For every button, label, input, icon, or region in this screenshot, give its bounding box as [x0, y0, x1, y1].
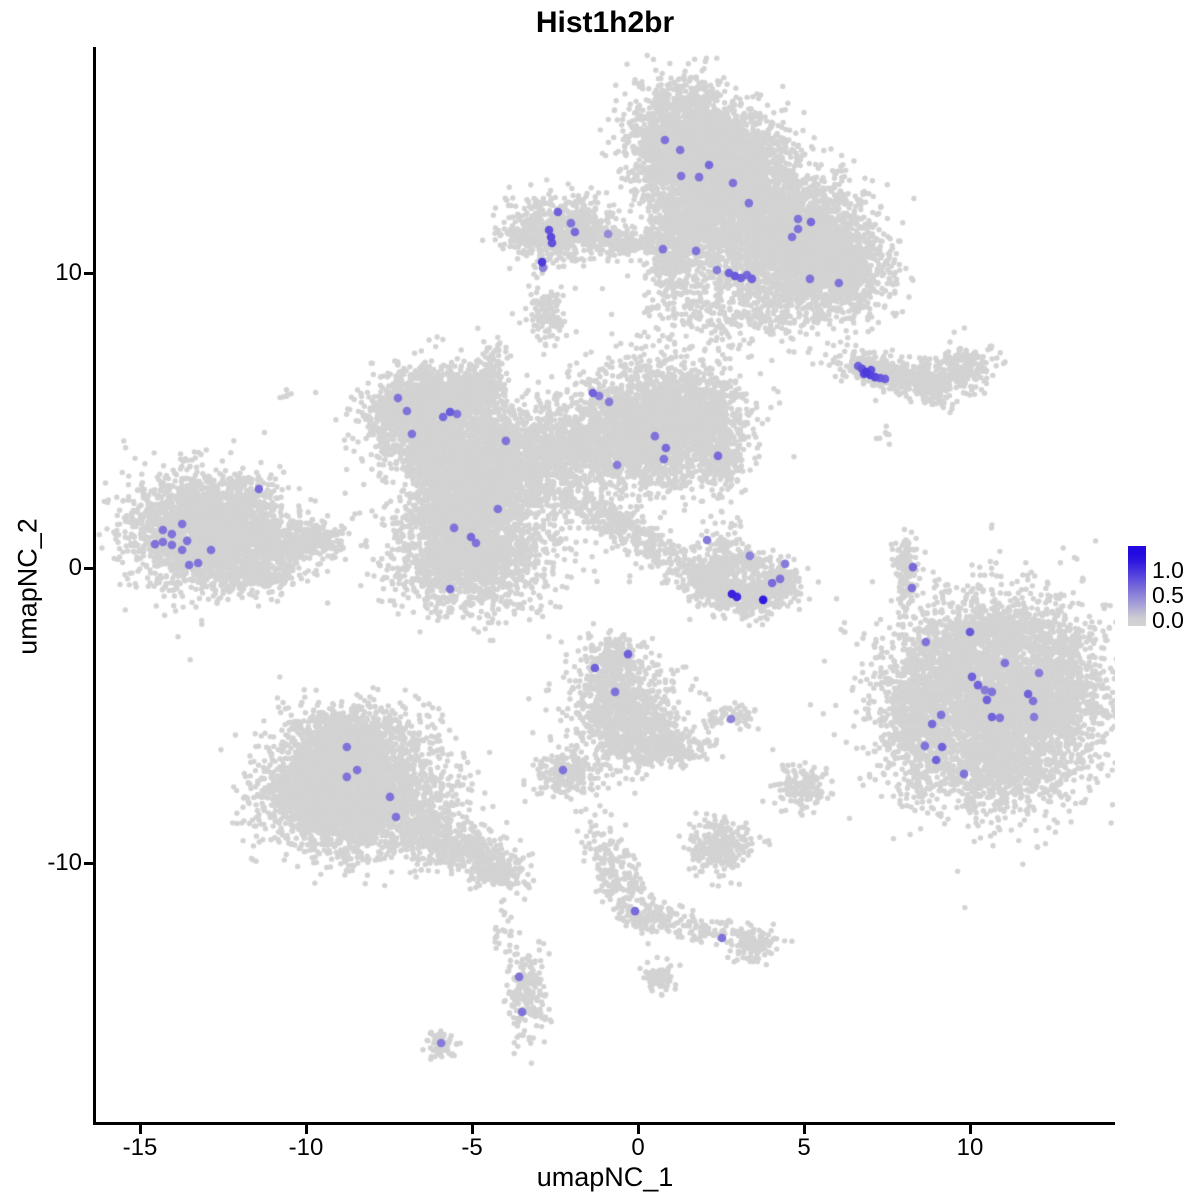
legend-gradient-bar	[1128, 546, 1146, 626]
y-tick-label: 10	[55, 259, 82, 286]
x-tick-label: 0	[631, 1134, 645, 1161]
x-tick-label: 5	[797, 1134, 811, 1161]
legend-tick-label: 0.0	[1152, 607, 1184, 633]
x-axis-title: umapNC_1	[536, 1162, 674, 1192]
y-tick-mark	[84, 566, 93, 570]
legend-tick-label: 0.5	[1152, 582, 1184, 608]
y-tick-mark	[84, 271, 93, 275]
umap-scatter-canvas	[95, 47, 1115, 1122]
x-tick-mark	[968, 1125, 972, 1134]
y-tick-label: 0	[68, 554, 82, 581]
plot-title: Hist1h2br	[535, 6, 675, 39]
y-axis-line	[93, 47, 96, 1125]
x-tick-label: -15	[122, 1134, 158, 1161]
x-tick-mark	[802, 1125, 806, 1134]
x-tick-mark	[636, 1125, 640, 1134]
y-tick-mark	[84, 861, 93, 865]
x-tick-label: 10	[956, 1134, 984, 1161]
x-tick-mark	[138, 1125, 142, 1134]
y-tick-label: -10	[47, 849, 82, 876]
x-tick-label: -5	[461, 1134, 483, 1161]
legend-tick-label: 1.0	[1152, 557, 1184, 583]
x-axis-line	[93, 1122, 1115, 1125]
x-tick-mark	[470, 1125, 474, 1134]
x-tick-label: -10	[288, 1134, 324, 1161]
y-axis-title: umapNC_2	[12, 518, 43, 655]
x-tick-mark	[304, 1125, 308, 1134]
